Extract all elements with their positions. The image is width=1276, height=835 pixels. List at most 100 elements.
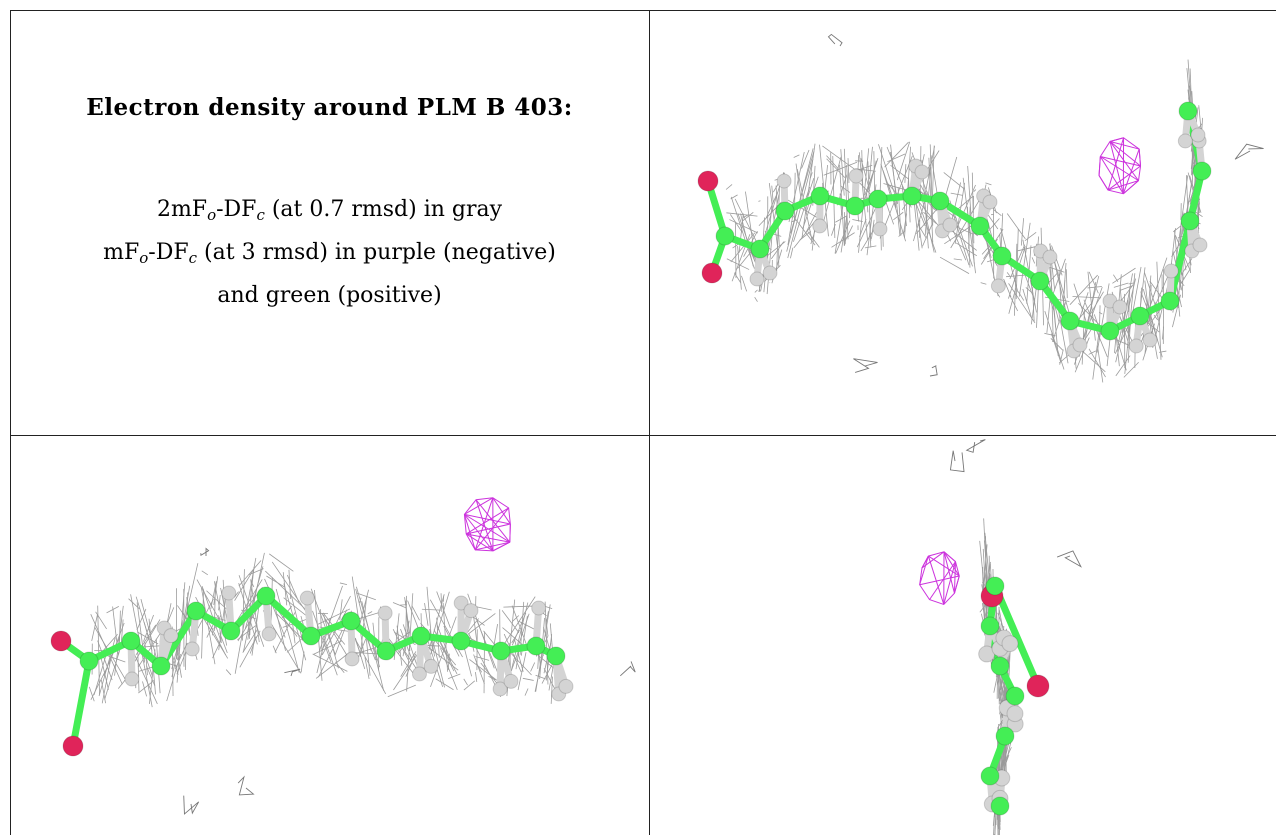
density-mesh-gray	[88, 552, 557, 708]
carbon-atom	[1005, 686, 1025, 706]
carbon-atom	[902, 186, 922, 206]
carbon-atom	[990, 796, 1010, 816]
hydrogen-atom	[1142, 332, 1158, 348]
hydrogen-atom	[1192, 237, 1208, 253]
legend-line2-prefix: mF	[103, 240, 140, 265]
bond	[69, 657, 93, 750]
bonds	[57, 589, 570, 750]
legend-line2-mid: -DF	[148, 240, 189, 265]
bond	[262, 592, 315, 640]
hydrogen-atom	[749, 271, 765, 287]
carbon-atom	[221, 621, 241, 641]
view-top-right	[697, 33, 1264, 383]
table-border-middle	[649, 10, 650, 835]
carbon-atom	[1160, 291, 1180, 311]
density-mesh-purple	[1098, 137, 1142, 195]
carbon-atom	[151, 656, 171, 676]
oxygen-atom	[697, 170, 719, 192]
carbon-atom	[980, 616, 1000, 636]
density-mesh-gray	[725, 59, 1204, 383]
carbon-atom	[411, 626, 431, 646]
hydrogen-atom	[1128, 338, 1144, 354]
hydrogen-atom	[1112, 299, 1128, 315]
hydrogen-atom	[1072, 337, 1088, 353]
hydrogen-atom	[531, 600, 547, 616]
legend-line1-sub2: c	[256, 206, 265, 224]
legend-line1-prefix: 2mF	[156, 197, 208, 222]
carbon-atom	[451, 631, 471, 651]
hydrogen-atom	[762, 265, 778, 281]
carbon-atom	[186, 601, 206, 621]
hydrogen-atom	[423, 658, 439, 674]
carbon-atom	[995, 726, 1015, 746]
oxygen-atom	[701, 262, 723, 284]
hydrogen-atom	[377, 605, 393, 621]
carbon-atom	[79, 651, 99, 671]
hydrogen-atom	[914, 164, 930, 180]
hydrogen-atom	[221, 585, 237, 601]
carbon-atom	[990, 656, 1010, 676]
carbon-atom	[980, 766, 1000, 786]
hydrogen-atom	[299, 590, 315, 606]
hydrogen-atom	[558, 678, 574, 694]
carbon-atom	[970, 216, 990, 236]
legend-cell: Electron density around PLM B 403: 2mFo-…	[10, 10, 649, 435]
legend-line1-sub1: o	[207, 206, 217, 224]
carbon-atom	[992, 246, 1012, 266]
carbon-atom	[546, 646, 566, 666]
carbon-atom	[526, 636, 546, 656]
bonds	[704, 107, 1206, 355]
carbon-atom	[491, 641, 511, 661]
density-fragment	[949, 439, 1082, 568]
carbon-atom	[1180, 211, 1200, 231]
table-border-left	[10, 10, 11, 835]
oxygen-atom	[1026, 674, 1050, 698]
legend-text: 2mFo-DFc (at 0.7 rmsd) in gray mFo-DFc (…	[103, 191, 556, 315]
legend-line-gray: 2mFo-DFc (at 0.7 rmsd) in gray	[103, 191, 556, 234]
hydrogen-atom	[872, 221, 888, 237]
hydrogen-atom	[1001, 635, 1019, 653]
legend-line-purple: mFo-DFc (at 3 rmsd) in purple (negative)	[103, 234, 556, 277]
legend-title: Electron density around PLM B 403:	[86, 94, 573, 121]
hydrogen-atom	[411, 666, 427, 682]
hydrogen-atom	[463, 603, 479, 619]
density-mesh-purple	[463, 497, 511, 552]
bond	[991, 582, 1042, 690]
legend-line2-sub1: o	[139, 249, 149, 267]
atoms	[50, 585, 574, 757]
hydrogen-atom	[1042, 249, 1058, 265]
carbon-atom	[1100, 321, 1120, 341]
hydrogen-atom	[492, 681, 508, 697]
hydrogen-atom	[503, 673, 519, 689]
carbon-atom	[376, 641, 396, 661]
hydrogen-atom	[453, 595, 469, 611]
carbon-atom	[121, 631, 141, 651]
view-bottom-right	[919, 439, 1082, 835]
carbon-atom	[868, 189, 888, 209]
carbon-atom	[775, 201, 795, 221]
hydrogen-atom	[1177, 133, 1193, 149]
density-fragment	[827, 33, 1264, 377]
hydrogen-atom	[990, 278, 1006, 294]
atoms	[978, 576, 1050, 816]
carbon-atom	[256, 586, 276, 606]
table-border-row	[10, 435, 1276, 436]
table-border-top	[10, 10, 1276, 11]
hydrogen-atom	[184, 641, 200, 657]
hydrogen-atom	[163, 628, 179, 644]
legend-line1-suffix: (at 0.7 rmsd) in gray	[264, 197, 503, 222]
hydrogen-atom	[124, 671, 140, 687]
carbon-atom	[1130, 306, 1150, 326]
carbon-atom	[985, 576, 1005, 596]
carbon-atom	[1060, 311, 1080, 331]
hydrogen-atom	[1190, 127, 1206, 143]
hydrogen-atom	[982, 194, 998, 210]
carbon-atom	[1192, 161, 1212, 181]
carbon-atom	[715, 226, 735, 246]
hydrogen-atom	[812, 218, 828, 234]
oxygen-atom	[62, 735, 84, 757]
legend-line-green: and green (positive)	[217, 283, 442, 308]
hydrogen-atom	[776, 173, 792, 189]
legend-line1-mid: -DF	[216, 197, 257, 222]
carbon-atom	[1178, 101, 1198, 121]
